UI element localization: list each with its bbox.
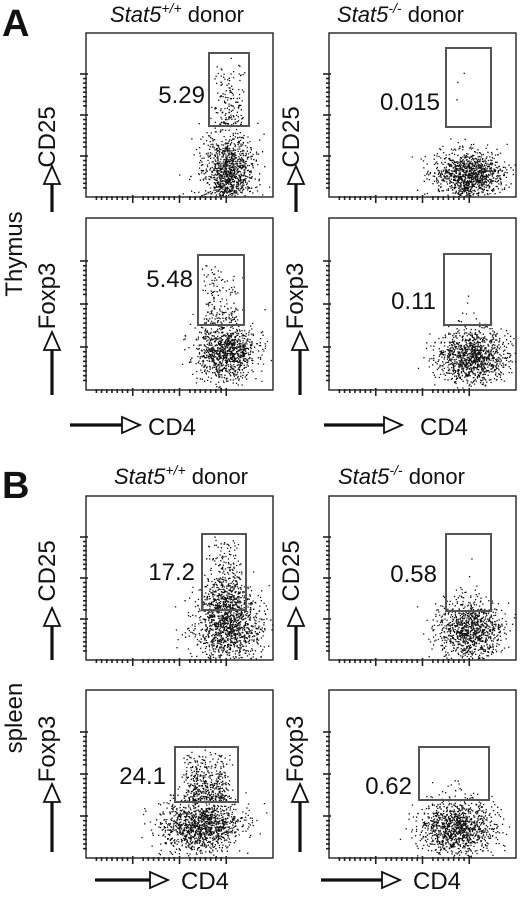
gate-percent-b-cd25-wt: 17.2 <box>148 559 195 586</box>
panel-letter-a: A <box>2 3 29 45</box>
y-label-b-foxp3-wt: Foxp3 <box>34 716 61 783</box>
gate-percent-a-foxp3-ko: 0.11 <box>391 288 436 315</box>
y-label-a-foxp3-ko: Foxp3 <box>282 263 309 330</box>
event-dots-a-cd25-ko <box>411 72 516 197</box>
axis-ticks-a-foxp3-ko <box>323 260 471 396</box>
axis-ticks-b-foxp3-wt <box>80 731 228 864</box>
y-arrow-icon-a-foxp3-wt <box>42 329 62 395</box>
gate-rect-a-foxp3-wt <box>197 254 245 326</box>
x-arrow-icon-a-wt <box>70 415 143 435</box>
event-dots-b-cd25-ko <box>416 558 516 660</box>
y-label-b-cd25-wt: CD25 <box>34 540 61 601</box>
y-arrow-icon-a-cd25-wt <box>42 163 62 212</box>
y-arrow-icon-b-cd25-ko <box>286 605 306 660</box>
gate-rect-b-foxp3-ko <box>418 746 490 801</box>
axis-ticks-b-cd25-ko <box>323 536 471 666</box>
event-dots-b-foxp3-ko <box>399 780 511 858</box>
gate-percent-a-cd25-wt: 5.29 <box>158 82 205 109</box>
gate-rect-a-cd25-ko <box>445 47 492 128</box>
gate-rect-a-foxp3-ko <box>443 253 492 326</box>
gate-percent-b-foxp3-ko: 0.62 <box>365 773 412 800</box>
y-label-a-foxp3-wt: Foxp3 <box>34 263 61 330</box>
y-arrow-icon-b-foxp3-wt <box>42 781 62 852</box>
axis-ticks-a-foxp3-wt <box>80 260 228 396</box>
gate-rect-b-cd25-ko <box>445 533 492 612</box>
event-dots-a-foxp3-ko <box>417 295 517 389</box>
y-label-b-cd25-ko: CD25 <box>278 540 305 601</box>
x-arrow-icon-b-wt <box>95 870 171 890</box>
x-arrow-icon-a-ko <box>324 415 405 435</box>
event-dots-b-foxp3-wt <box>141 749 268 858</box>
gate-percent-b-cd25-ko: 0.58 <box>390 561 437 588</box>
gate-rect-a-cd25-wt <box>208 52 250 127</box>
x-arrow-icon-b-ko <box>321 870 403 890</box>
gate-percent-a-foxp3-wt: 5.48 <box>146 266 193 293</box>
tissue-label-thymus: Thymus <box>1 211 28 296</box>
gate-percent-a-cd25-ko: 0.015 <box>380 89 440 116</box>
gate-percent-b-foxp3-wt: 24.1 <box>119 763 166 790</box>
y-label-a-cd25-wt: CD25 <box>34 106 61 167</box>
axis-ticks-b-cd25-wt <box>80 536 228 666</box>
col-header-wt-b: Stat5+/+ donor <box>114 462 248 489</box>
axis-ticks-b-foxp3-ko <box>323 731 471 864</box>
col-header-wt-a: Stat5+/+ donor <box>110 0 244 27</box>
y-arrow-icon-b-cd25-wt <box>42 605 62 660</box>
axis-ticks-a-cd25-ko <box>323 73 471 203</box>
panel-letter-b: B <box>2 465 29 507</box>
y-label-a-cd25-ko: CD25 <box>278 106 305 167</box>
event-dots-b-cd25-wt <box>174 536 274 660</box>
col-header-ko-a: Stat5-/- donor <box>337 0 464 27</box>
x-label-a-wt: CD4 <box>148 414 196 441</box>
event-dots-a-foxp3-wt <box>181 265 272 390</box>
x-label-b-wt: CD4 <box>181 868 229 895</box>
x-label-a-ko: CD4 <box>420 414 468 441</box>
x-label-b-ko: CD4 <box>413 868 461 895</box>
plot-frame-b-foxp3-ko <box>328 689 517 859</box>
gate-rect-b-foxp3-wt <box>174 746 239 803</box>
col-header-ko-b: Stat5-/- donor <box>338 462 465 489</box>
event-dots-a-cd25-wt <box>179 57 271 197</box>
gate-rect-b-cd25-wt <box>201 533 247 611</box>
y-arrow-icon-a-cd25-ko <box>286 163 306 212</box>
y-arrow-icon-a-foxp3-ko <box>290 329 310 395</box>
tissue-label-spleen: spleen <box>1 683 28 754</box>
y-label-b-foxp3-ko: Foxp3 <box>282 716 309 783</box>
axis-ticks-a-cd25-wt <box>80 73 228 203</box>
y-arrow-icon-b-foxp3-ko <box>290 781 310 852</box>
